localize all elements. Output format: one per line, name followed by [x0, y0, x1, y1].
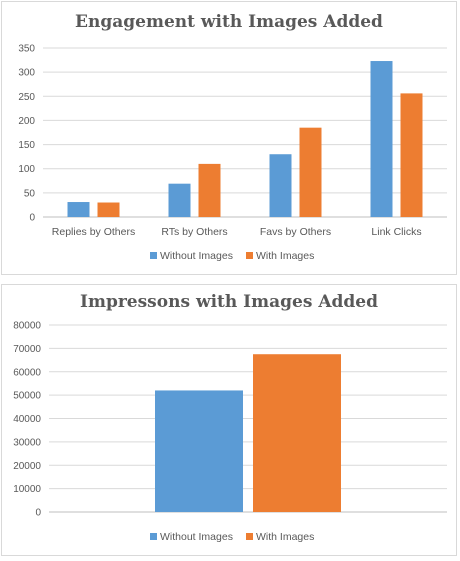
legend-label-with: With Images	[256, 250, 314, 262]
legend: Without Images With Images	[150, 250, 314, 262]
legend-swatch-with	[246, 252, 253, 259]
bar-with-images	[400, 93, 423, 217]
y-tick-label: 30000	[13, 437, 41, 448]
x-category-label: Favs by Others	[260, 226, 331, 238]
impressions-chart-svg: Impressons with Images Added 0 10000 20000…	[13, 292, 447, 543]
x-axis-categories: Replies by Others RTs by Others Favs by Ot…	[52, 226, 422, 238]
x-category-label: Replies by Others	[52, 226, 135, 238]
legend-label-without: Without Images	[160, 250, 233, 262]
bar-without-images	[168, 183, 191, 217]
y-axis-ticks: 0 10000 20000 30000 40000 50000 60000 70000 8000…	[13, 321, 41, 519]
legend: Without Images With Images	[150, 531, 314, 543]
bar-with-images	[198, 163, 221, 217]
y-tick-label: 20000	[13, 461, 41, 472]
engagement-chart: Engagement with Images Added 0 50 100 150 20…	[1, 1, 457, 275]
chart-title: Impressons with Images Added	[80, 292, 378, 312]
y-tick-label: 350	[18, 44, 35, 55]
engagement-chart-svg: Engagement with Images Added 0 50 100 150 20…	[18, 12, 447, 262]
bar-without-images	[370, 61, 393, 218]
y-tick-label: 150	[18, 140, 35, 151]
bar-with-images	[253, 354, 341, 512]
y-tick-label: 60000	[13, 367, 41, 378]
y-tick-label: 80000	[13, 321, 41, 332]
x-category-label: Link Clicks	[371, 226, 421, 238]
y-tick-label: 0	[29, 213, 35, 224]
impressions-chart: Impressons with Images Added 0 10000 20000…	[1, 284, 457, 556]
y-tick-label: 50000	[13, 391, 41, 402]
y-tick-label: 100	[18, 164, 35, 175]
legend-swatch-without	[150, 252, 157, 259]
gridlines	[43, 47, 447, 218]
y-tick-label: 40000	[13, 414, 41, 425]
chart-title: Engagement with Images Added	[75, 12, 383, 32]
y-tick-label: 200	[18, 116, 35, 127]
legend-swatch-without	[150, 533, 157, 540]
bars	[155, 354, 341, 512]
y-axis-ticks: 0 50 100 150 200 250 300 350	[18, 44, 35, 224]
x-category-label: RTs by Others	[161, 226, 227, 238]
bar-without-images	[269, 154, 292, 217]
y-tick-label: 250	[18, 92, 35, 103]
gridlines	[49, 324, 447, 513]
y-tick-label: 300	[18, 68, 35, 79]
bar-without-images	[155, 390, 243, 512]
bars	[67, 61, 423, 218]
legend-label-with: With Images	[256, 531, 314, 543]
y-tick-label: 50	[24, 188, 36, 199]
y-tick-label: 0	[35, 508, 41, 519]
bar-without-images	[67, 202, 90, 217]
y-tick-label: 70000	[13, 344, 41, 355]
bar-with-images	[97, 202, 120, 217]
bar-with-images	[299, 127, 322, 217]
legend-swatch-with	[246, 533, 253, 540]
legend-label-without: Without Images	[160, 531, 233, 543]
y-tick-label: 10000	[13, 484, 41, 495]
